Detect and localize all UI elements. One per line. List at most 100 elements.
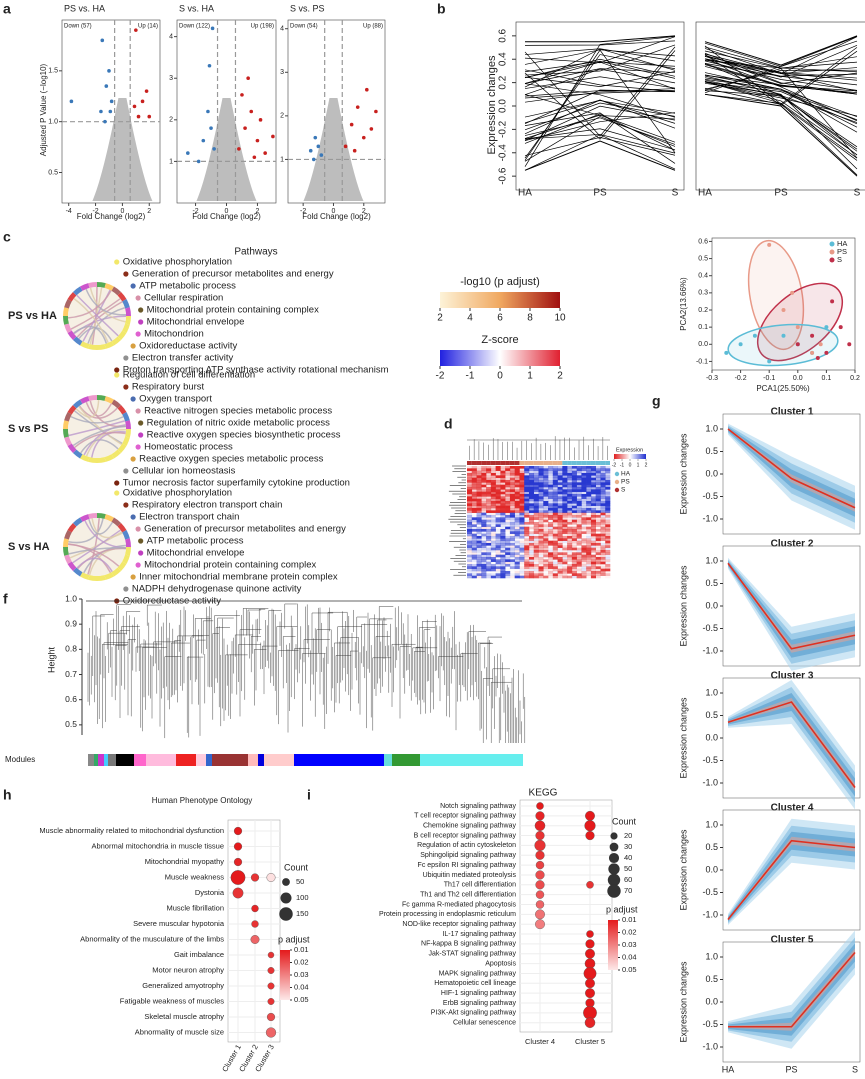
heat-cell — [571, 575, 577, 579]
heat-cell — [600, 541, 605, 544]
heat-cell — [567, 529, 573, 532]
heat-cell — [595, 538, 601, 541]
heat-cell — [519, 487, 525, 490]
heat-cell — [548, 520, 553, 523]
down-point — [100, 38, 105, 43]
heat-cell — [533, 477, 539, 481]
heat-cell — [476, 489, 482, 492]
term: Dystonia — [195, 888, 225, 897]
heat-cell — [500, 482, 506, 485]
heat-cell — [543, 540, 549, 544]
heat-cell — [509, 531, 515, 534]
heat-cell — [562, 545, 568, 548]
heat-cell — [548, 554, 554, 558]
heat-cell — [562, 512, 568, 516]
heat-cell — [514, 547, 520, 551]
heat-cell — [528, 512, 535, 516]
trajectory — [524, 128, 676, 151]
heat-cell — [481, 550, 487, 553]
heat-cell — [586, 487, 592, 490]
heat-cell — [467, 503, 473, 506]
heat-cell — [595, 498, 601, 502]
heat-cell — [552, 524, 558, 527]
spread-band — [728, 836, 855, 921]
heat-cell — [576, 571, 582, 574]
heat-cell — [519, 522, 525, 525]
heat-cell — [576, 519, 582, 523]
legend-label: S — [837, 255, 842, 264]
heat-cell — [533, 491, 539, 495]
heat-cell — [481, 564, 487, 567]
heat-cell — [524, 491, 530, 495]
heat-cell — [581, 494, 587, 497]
term-dot — [138, 307, 144, 313]
heat-cell — [567, 498, 573, 502]
legend-title: p adjust — [606, 904, 638, 914]
heat-cell — [581, 550, 587, 553]
heat-cell — [524, 512, 530, 516]
heat-cell — [519, 508, 525, 511]
heat-cell — [500, 468, 506, 471]
heat-cell — [590, 568, 596, 572]
volcano-cloud — [92, 98, 153, 201]
heat-cell — [538, 477, 544, 481]
heat-cell — [605, 559, 611, 562]
heat-cell — [528, 470, 535, 474]
term: Abnormal mitochondria in muscle tissue — [91, 841, 224, 850]
legend-title: Count — [612, 816, 637, 826]
heat-cell — [548, 568, 554, 572]
heat-cell — [595, 529, 601, 532]
dot — [267, 951, 275, 959]
heat-cell — [590, 547, 596, 551]
up-point — [252, 155, 257, 160]
down-point — [107, 69, 111, 73]
heat-cell — [586, 552, 592, 555]
chord-arc — [64, 554, 72, 564]
down-point — [313, 135, 318, 140]
group-bar — [495, 461, 501, 465]
size-key-label: 50 — [296, 877, 304, 886]
heat-cell — [505, 540, 511, 544]
group-bar — [490, 461, 496, 465]
chord-arc — [125, 420, 131, 429]
heat-cell — [581, 543, 587, 546]
heat-cell — [495, 494, 501, 497]
heat-cell — [495, 470, 501, 474]
term-dot — [123, 502, 129, 508]
heat-cell — [543, 550, 549, 553]
heat-cell — [509, 536, 515, 539]
heat-cell — [576, 510, 582, 513]
heat-cell — [481, 510, 487, 513]
cluster-line — [727, 701, 856, 788]
cluster-title: Cluster 4 — [771, 803, 814, 814]
heat-cell — [481, 522, 487, 525]
heat-cell — [586, 566, 592, 569]
heat-cell — [476, 543, 482, 546]
heat-cell — [538, 510, 544, 513]
heat-cell — [524, 498, 530, 502]
heat-cell — [605, 536, 611, 539]
heat-cell — [557, 547, 563, 551]
heat-cell — [533, 510, 539, 513]
heat-cell — [576, 573, 582, 576]
x-tick-label: HA — [518, 188, 532, 199]
chord-arc — [97, 282, 106, 288]
heat-cell — [528, 533, 535, 537]
heat-cell — [500, 533, 506, 537]
y-tick-label: -1.0 — [702, 645, 718, 655]
heat-cell — [552, 498, 558, 502]
heat-cell — [605, 517, 611, 520]
y-tick-label: 0.0 — [705, 600, 718, 610]
module-segment — [264, 754, 294, 766]
heat-cell — [476, 536, 482, 539]
heat-cell — [534, 520, 539, 523]
heat-cell — [552, 494, 558, 497]
pca-point — [738, 342, 743, 347]
chord-arc — [104, 454, 114, 462]
heat-cell — [543, 466, 549, 469]
heat-cell — [581, 496, 587, 499]
heat-cell — [510, 569, 515, 572]
chord-arc — [63, 420, 69, 429]
heat-cell — [486, 566, 492, 569]
heat-cell — [543, 529, 549, 532]
